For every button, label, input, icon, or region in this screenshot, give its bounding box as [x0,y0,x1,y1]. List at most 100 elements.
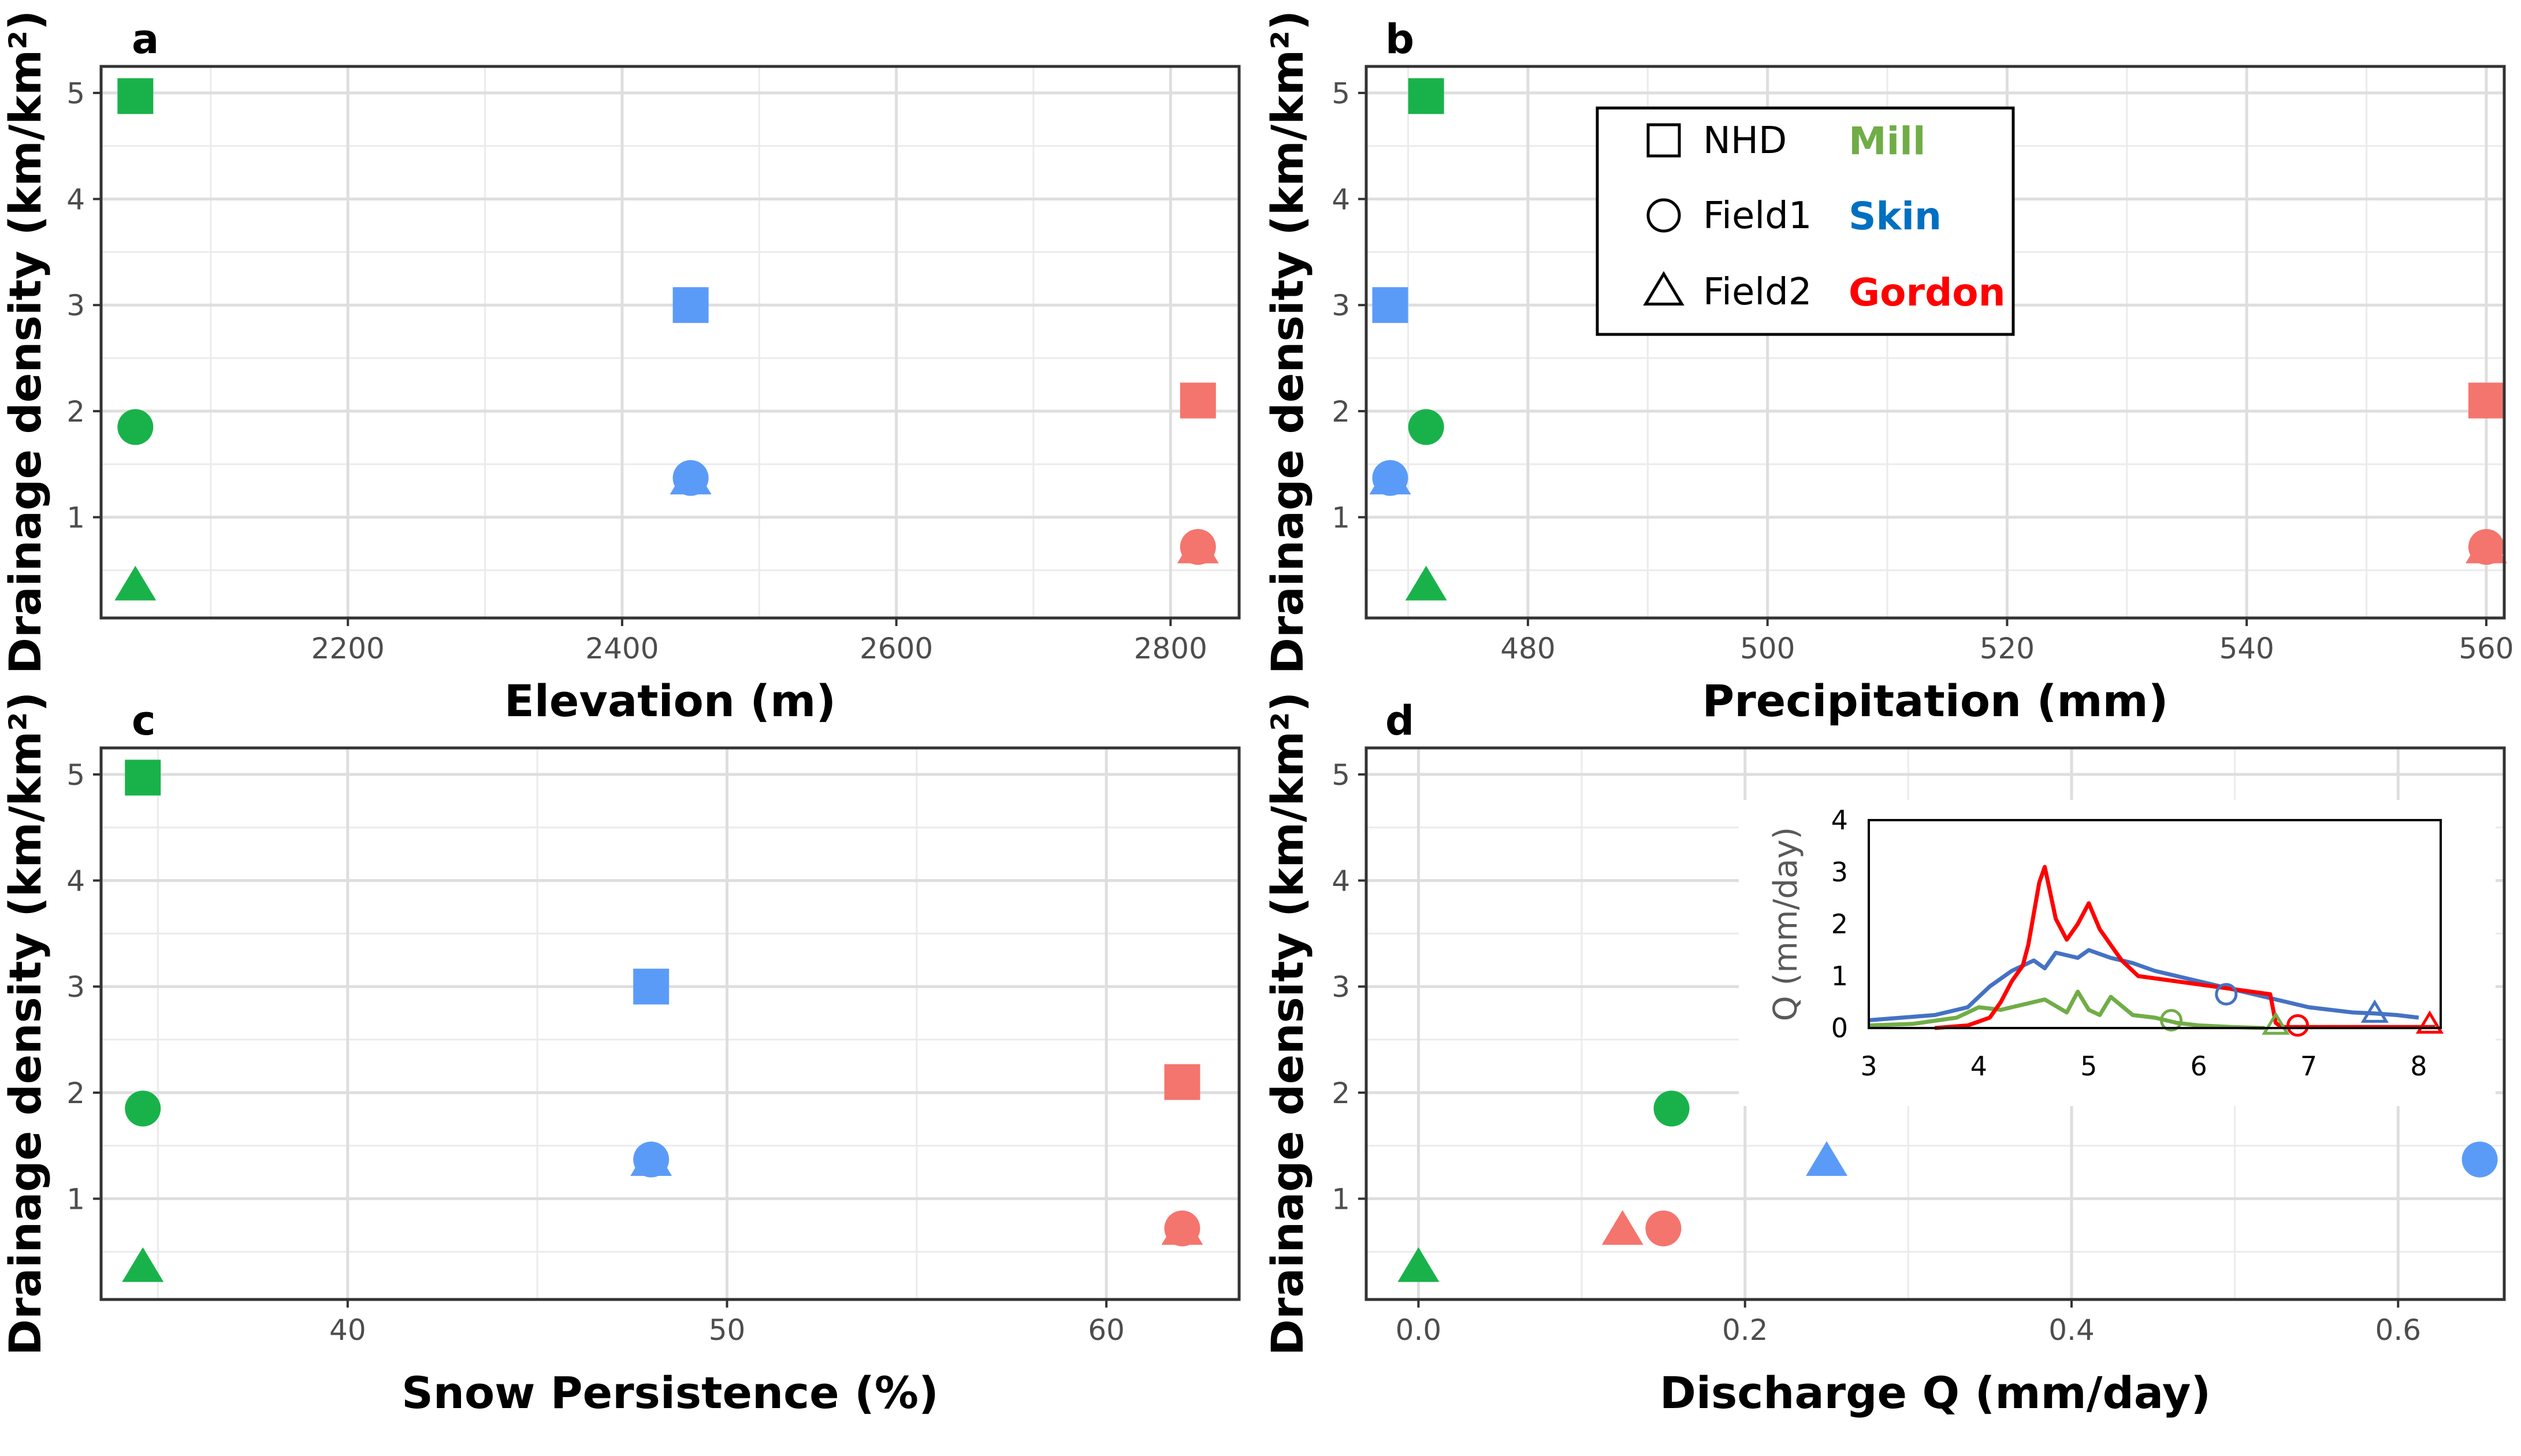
y-tick-label: 5 [1332,758,1350,792]
x-tick-label: 0.2 [1722,1313,1768,1347]
panel-a: 2200 2400 2600 2800 1 2 3 4 5 Elevation (m) Draina… [0,10,1241,727]
inset-x-tick-label: 7 [2300,1051,2317,1082]
y-tick-label: 4 [1332,865,1350,898]
x-axis-label: Snow Persistence (%) [401,1367,939,1418]
y-tick-label: 3 [66,970,85,1004]
y-tick-label: 4 [66,183,85,217]
x-tick-label: 40 [329,1313,366,1347]
inset-chart: 3 4 5 6 7 8 0 1 2 3 4 Q (mm/day) [1739,800,2496,1106]
point-gordon-circle [1645,1210,1682,1246]
x-tick-label: 560 [2459,632,2513,665]
inset-y-tick-label: 0 [1831,1012,1848,1044]
inset-x-tick-label: 6 [2191,1051,2207,1082]
legend-square-icon [1646,123,1681,158]
panel-letter: c [132,697,156,744]
point-mill-circle [1408,409,1444,445]
point-gordon-triangle [1161,1210,1203,1245]
plot-frame [99,65,1241,620]
point-skin-square [1372,287,1408,323]
legend-shape-label: NHD [1703,120,1787,162]
inset-y-tick-label: 1 [1831,960,1848,992]
panel-letter: d [1385,697,1414,744]
plot-frame [1364,65,2506,620]
x-tick-label: 60 [1088,1313,1125,1347]
legend-site-label: Skin [1849,194,1942,239]
point-mill-square [125,759,161,796]
point-gordon-square [1180,382,1216,419]
point-gordon-triangle [2465,528,2507,564]
panel-c: 40 50 60 1 2 3 4 5 Snow Persistence (%) Drainage … [0,692,1241,1418]
point-mill-triangle [1405,565,1447,601]
y-tick-label: 4 [66,865,85,898]
y-tick-label: 5 [1332,77,1350,110]
legend-shape-label: Field2 [1703,271,1812,314]
inset-y-tick-label: 4 [1831,805,1848,836]
inset-marker-skin-circle [2215,983,2238,1006]
x-tick-label: 0.6 [2375,1313,2422,1347]
y-axis-label: Drainage density (km/km²) [0,10,51,674]
legend-site-label: Mill [1849,119,1926,163]
inset-x-tick-label: 4 [1970,1051,1987,1082]
x-tick-label: 50 [709,1313,746,1347]
point-mill-square [117,78,154,114]
inset-marker-gordon-circle [2286,1014,2309,1037]
legend-box [1596,106,2015,336]
plot-frame [99,746,1241,1301]
panel-letter: b [1385,16,1414,63]
inset-x-tick-label: 8 [2410,1051,2427,1082]
y-tick-label: 5 [66,758,85,792]
x-tick-label: 2800 [1134,632,1207,665]
y-tick-label: 1 [66,1183,85,1216]
point-skin-square [633,969,670,1005]
x-tick-label: 2600 [860,632,933,665]
y-tick-label: 2 [1332,1077,1350,1110]
inset-y-tick-label: 2 [1831,908,1848,940]
x-tick-label: 0.4 [2048,1313,2095,1347]
x-axis-label: Discharge Q (mm/day) [1660,1367,2211,1418]
point-mill-triangle [114,565,157,601]
point-gordon-triangle [1177,528,1219,564]
x-tick-label: 0.0 [1396,1313,1442,1347]
legend: NHD Field1 Field2 Mill Skin Gordon [1596,106,2015,336]
point-gordon-triangle [1601,1210,1644,1245]
y-axis-label: Drainage density (km/km²) [0,692,51,1356]
y-tick-label: 1 [1332,501,1350,535]
x-axis-label: Elevation (m) [504,675,836,727]
x-tick-label: 2200 [311,632,385,665]
legend-circle-icon [1646,198,1681,233]
y-tick-label: 2 [66,1077,85,1110]
y-tick-label: 5 [66,77,85,110]
inset-x-tick-label: 3 [1860,1051,1877,1082]
point-skin-square [672,287,709,323]
legend-shape-label: Field1 [1703,195,1812,237]
x-tick-label: 540 [2219,632,2274,665]
point-skin-circle [2461,1141,2498,1178]
point-mill-circle [117,409,154,445]
plot-frame [1364,746,2506,1301]
x-tick-label: 520 [1980,632,2035,665]
y-axis-label: Drainage density (km/km²) [1262,692,1313,1356]
inset-frame [1868,819,2442,1029]
point-gordon-square [1164,1064,1200,1100]
point-skin-triangle [1369,459,1411,494]
point-skin-triangle [670,459,712,494]
y-tick-label: 1 [66,501,85,535]
inset-x-tick-label: 5 [2080,1051,2097,1082]
point-skin-triangle [1806,1141,1848,1176]
point-mill-triangle [122,1247,164,1282]
point-mill-circle [125,1090,161,1127]
y-tick-label: 1 [1332,1183,1350,1216]
inset-marker-mill-circle [2160,1009,2183,1032]
y-tick-label: 2 [1332,395,1350,429]
y-axis-label: Drainage density (km/km²) [1262,10,1313,674]
inset-series-skin [1868,948,2419,1022]
point-mill-square [1408,78,1444,114]
inset-y-axis-label: Q (mm/day) [1767,827,1805,1022]
x-tick-label: 2400 [585,632,659,665]
legend-triangle-icon [1643,271,1685,306]
legend-site-label: Gordon [1849,270,2006,315]
y-tick-label: 2 [66,395,85,429]
point-mill-triangle [1397,1247,1440,1282]
panel-b: 480 500 520 540 560 1 2 3 4 5 Precipitation (mm) Dr… [1262,10,2514,727]
